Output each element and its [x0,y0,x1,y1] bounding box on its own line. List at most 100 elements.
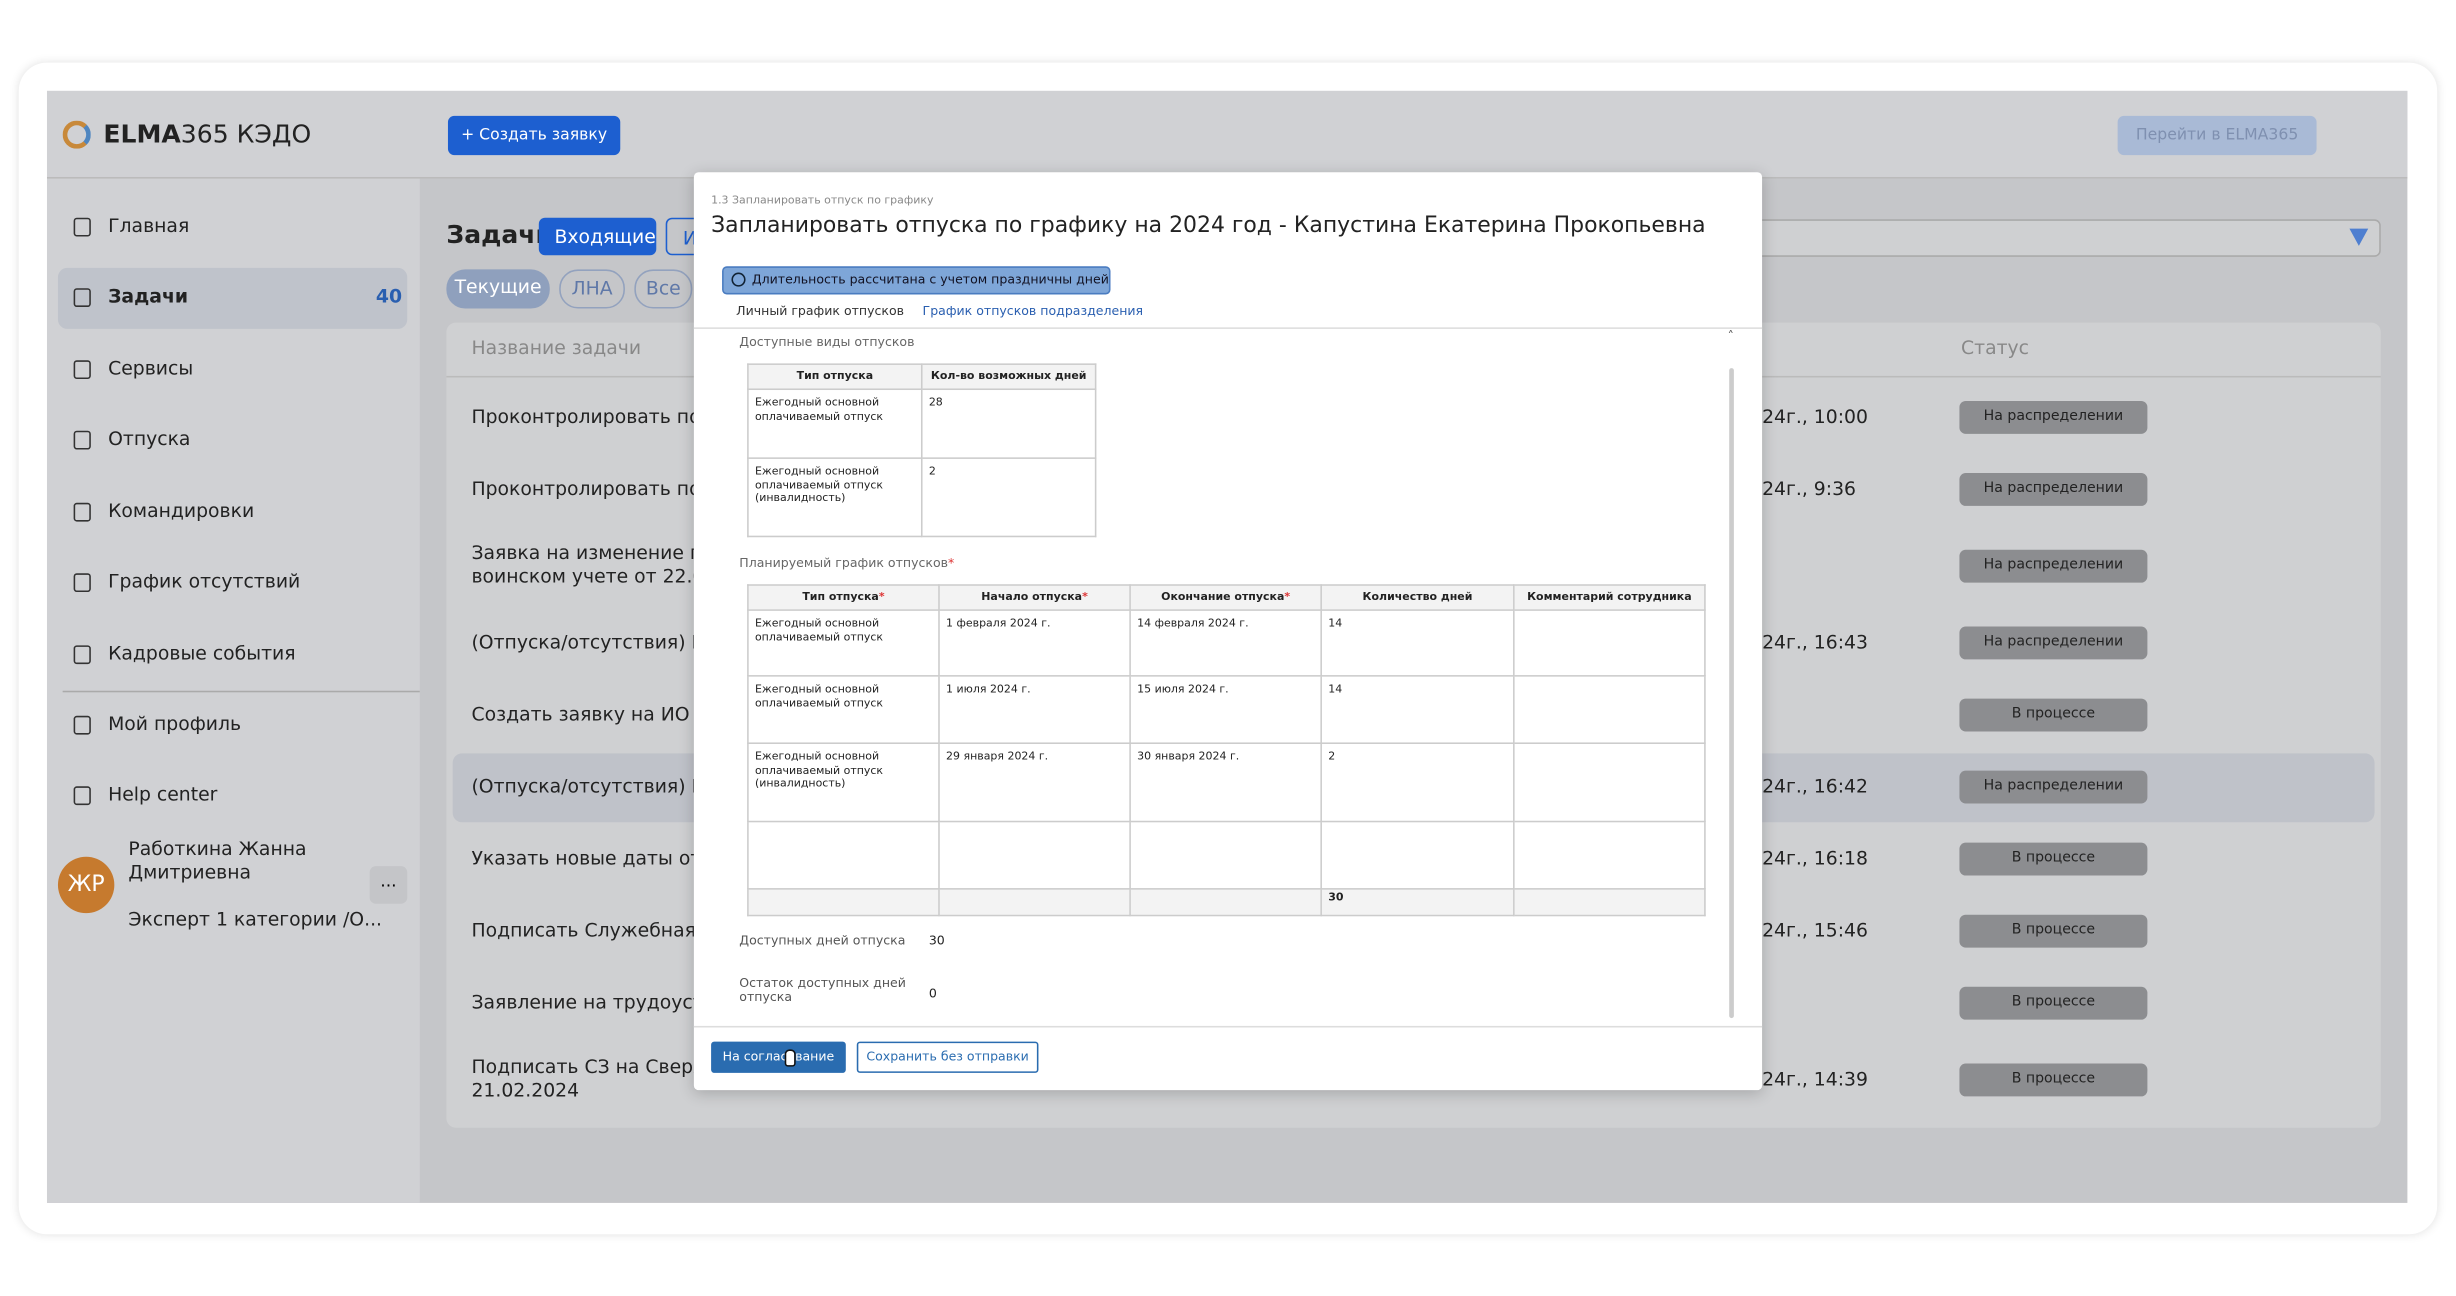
table-header: Комментарий сотрудника [1513,584,1706,611]
table-cell: 14 февраля 2024 г. [1129,608,1322,677]
status-pill: На распределении [1959,770,2148,804]
task-name: Указать новые даты отпу [471,847,725,870]
task-row[interactable]: Заявление на трудоустр В процессе [453,970,2375,1039]
task-date: 24г., 15:46 [1762,919,1868,942]
table-cell: 15 июля 2024 г. [1129,674,1322,744]
search-box [1722,219,2381,257]
tab[interactable]: Личный график отпусков [736,303,905,318]
more-button[interactable]: ... [369,866,408,904]
modal: 1.3 Запланировать отпуск по графику Запла… [693,172,1763,1091]
sidebar-label: Сервисы [108,357,194,380]
sidebar-item[interactable]: Help center [70,782,399,810]
scroll-up: ˄ [1727,328,1734,344]
sidebar-item[interactable]: Кадровые события [70,641,399,669]
sidebar-icon [73,217,91,237]
table-cell: Ежегодный основной оплачиваемый отпуск [747,608,940,677]
task-row[interactable]: Создать заявку на ИО Ра В процессе [453,681,2375,750]
header-text: Начало отпуска [981,590,1083,604]
table-cell: 30 января 2024 г. [1129,742,1322,822]
sidebar-label: Мой профиль [108,712,242,735]
required-mark: * [1082,590,1088,604]
secondary-button[interactable]: Сохранить без отправки [856,1041,1039,1073]
sidebar-item[interactable]: Сервисы [70,356,399,384]
table-cell [1513,820,1706,890]
header-row: Тип отпуска* Начало отпуска* Окончание отп… [747,584,1706,611]
table-header: Окончание отпуска* [1129,584,1322,611]
task-row[interactable]: Указать новые даты отпу 24г., 16:18 В проц… [453,825,2375,894]
sidebar-label: Командировки [108,499,255,522]
table-cell [1320,820,1515,890]
table-row: Ежегодный основной оплачиваемый отпуск 28 [747,388,1097,459]
sidebar-icon [73,715,91,735]
sidebar-label: Задачи [108,285,189,307]
field-value: 30 [928,933,945,948]
task-row[interactable]: (Отпуска/отсутствия) По 24г., 16:43 На рас… [453,609,2375,678]
tab[interactable]: Входящие [538,217,657,256]
required-mark: * [1284,590,1291,604]
table-cell: 14 [1320,674,1515,744]
task-date: 24г., 10:00 [1762,405,1868,428]
user-role: Эксперт 1 категории /О... [128,908,383,931]
table-cell [1513,608,1706,677]
goto-button[interactable]: Перейти в ELMA365 [2117,115,2317,156]
task-row[interactable]: Подписать СЗ на Сверхур 21.02.2024 24г., … [453,1046,2375,1115]
sidebar-icon [73,360,91,380]
task-name: Проконтролировать подг [471,477,724,500]
logo: ELMA365 КЭДО [103,119,311,150]
filter-chip[interactable]: ЛНА [559,269,625,309]
table-cell: 14 [1320,608,1515,677]
sidebar-label: Главная [108,214,190,237]
status-pill: В процессе [1959,842,2148,876]
header-text: Количество дней [1362,590,1473,604]
column-header: Статус [1961,336,2030,359]
task-row[interactable]: Заявка на изменение пер воинском учете о… [453,533,2375,602]
sidebar-icon [73,430,91,450]
sidebar-label: Отпуска [108,427,191,450]
filter-icon[interactable] [2349,228,2369,246]
sidebar-item[interactable]: Командировки [70,498,399,526]
task-date: 24г., 16:43 [1762,631,1868,654]
table-row: Ежегодный основной оплачиваемый отпуск (… [747,742,1706,822]
table-cell: 1 февраля 2024 г. [938,608,1131,677]
required-mark: * [878,590,885,604]
primary-button[interactable]: На согласование [711,1041,846,1073]
table-cell: 2 [920,456,1097,537]
info-badge: Длительность рассчитана с учетом праздни… [722,266,1111,295]
sidebar [46,178,420,1203]
info-icon [731,272,746,287]
breadcrumb: 1.3 Запланировать отпуск по графику [711,194,934,207]
table-cell: 28 [920,388,1097,459]
table-header: Кол-во возможных дней [920,363,1097,390]
section-text: Планируемый график отпусков [739,556,949,571]
task-row[interactable]: Проконтролировать подг 24г., 9:36 На распр… [453,456,2375,525]
sidebar-item[interactable]: График отсутствий [70,569,399,597]
scrollbar [1729,368,1734,1019]
table-cell: 1 июля 2024 г. [938,674,1131,744]
avatar: ЖР [57,856,115,914]
filter-chip[interactable]: Текущие [446,269,550,309]
sidebar-item[interactable]: Мой профиль [70,711,399,739]
filter-chip[interactable]: Все [634,269,693,309]
sidebar-item[interactable]: Главная [70,213,399,241]
tab[interactable]: График отпусков подразделения [922,303,1144,318]
total-cell: 30 [1320,887,1515,916]
required-mark: * [948,556,955,571]
vacation-types-table: Тип отпуска Кол-во возможных дней Ежегодны… [747,363,1097,537]
table-cell [938,887,1131,916]
topbar [46,90,2408,179]
field-value: 0 [928,986,937,1001]
column-header: Название задачи [471,336,642,359]
task-date: 24г., 14:39 [1762,1068,1868,1091]
table-cell: 2 [1320,742,1515,822]
create-button[interactable]: + Создать заявку [447,115,621,156]
table-cell: Ежегодный основной оплачиваемый отпуск (… [747,456,923,537]
table-cell: Ежегодный основной оплачиваемый отпуск [747,674,940,744]
logo-brand: ELMA [103,119,181,149]
task-row[interactable]: Проконтролировать подг 24г., 10:00 На расп… [453,384,2375,453]
task-name: Проконтролировать подг [471,405,724,428]
table-cell: Ежегодный основной оплачиваемый отпуск (… [747,742,940,822]
section-label: Доступные виды отпусков [739,335,915,350]
sidebar-item[interactable]: Задачи 40 [70,284,402,312]
sidebar-icon [73,573,91,593]
sidebar-item[interactable]: Отпуска [70,426,399,454]
